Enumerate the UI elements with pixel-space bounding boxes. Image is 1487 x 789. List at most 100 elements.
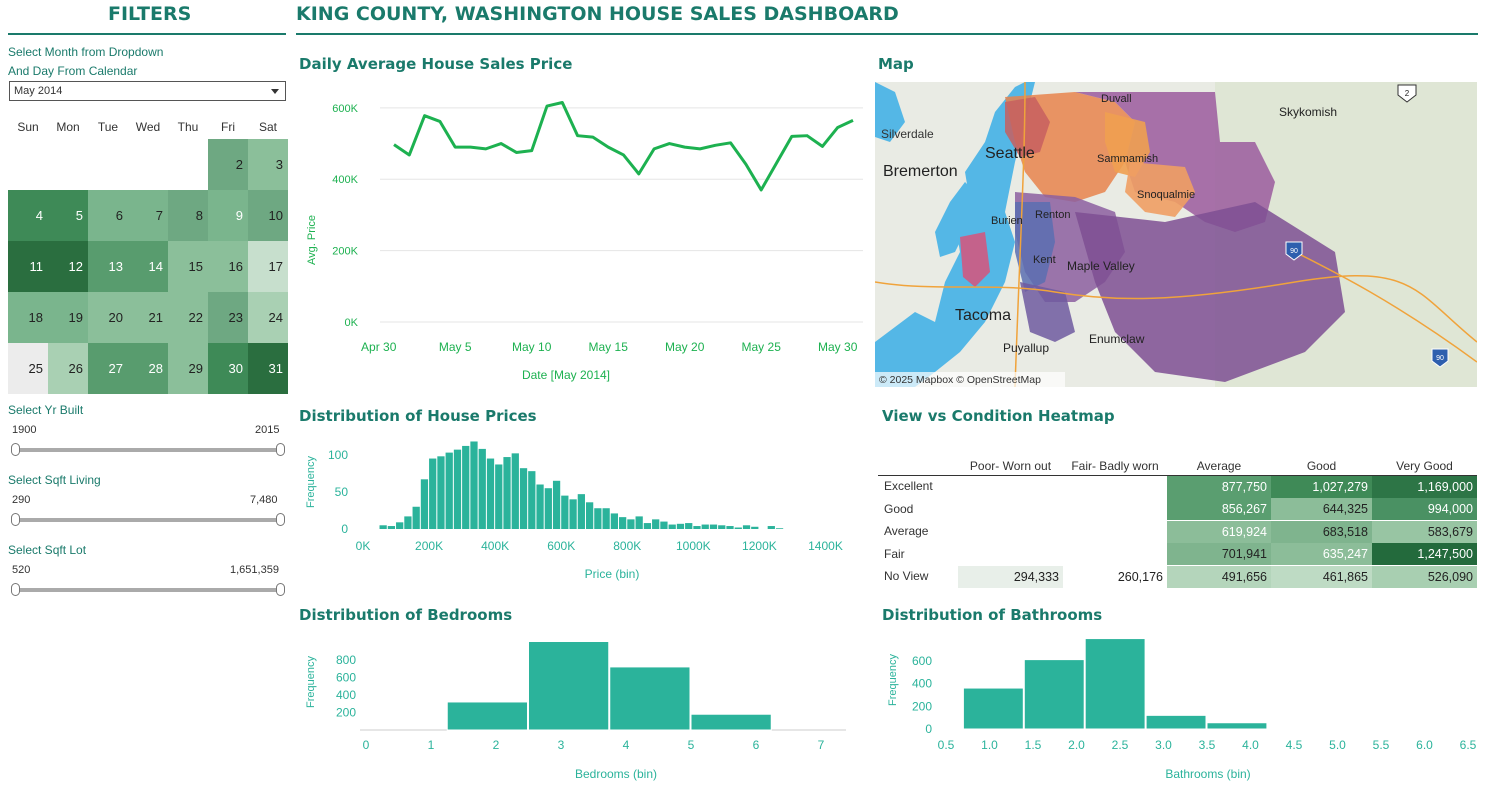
bathrooms-hist-bar[interactable]	[1084, 638, 1146, 730]
price-hist-bar[interactable]	[585, 502, 594, 529]
price-hist-bar[interactable]	[635, 516, 643, 529]
price-hist-bar[interactable]	[660, 521, 668, 529]
calendar-day[interactable]: 16	[208, 241, 248, 292]
bedrooms-hist-bar[interactable]	[528, 641, 610, 731]
price-hist-bar[interactable]	[420, 479, 429, 529]
calendar-day[interactable]: 31	[248, 343, 288, 394]
price-hist-bar[interactable]	[462, 445, 470, 529]
price-hist-bar[interactable]	[726, 526, 734, 529]
calendar-day[interactable]: 22	[168, 292, 208, 343]
calendar-day[interactable]: 19	[48, 292, 88, 343]
calendar-day[interactable]: 25	[8, 343, 48, 394]
sqft-lot-slider-track[interactable]	[14, 588, 282, 592]
calendar-day[interactable]: 15	[168, 241, 208, 292]
calendar-day[interactable]: 8	[168, 190, 208, 241]
calendar-day[interactable]: 26	[48, 343, 88, 394]
calendar-day[interactable]: 14	[128, 241, 168, 292]
price-hist-bar[interactable]	[643, 523, 652, 529]
heatmap-cell[interactable]: 994,000	[1372, 498, 1477, 520]
sqft-living-min-handle[interactable]	[11, 513, 20, 526]
yr-built-max-handle[interactable]	[276, 443, 285, 456]
calendar-day[interactable]: 7	[128, 190, 168, 241]
heatmap-cell[interactable]	[958, 543, 1063, 565]
price-hist-bar[interactable]	[594, 508, 602, 529]
price-histogram[interactable]: Frequency Price (bin) 100 50 0 0K 200K 400K 60…	[296, 430, 856, 585]
heatmap-cell[interactable]: 1,247,500	[1372, 543, 1477, 565]
calendar-day[interactable]: 29	[168, 343, 208, 394]
price-hist-bar[interactable]	[404, 516, 412, 529]
sqft-living-max-handle[interactable]	[276, 513, 285, 526]
bedrooms-histogram[interactable]: Frequency Bedrooms (bin) 800 600 400 200 0 1 2…	[296, 628, 856, 788]
price-hist-bar[interactable]	[693, 526, 701, 529]
heatmap-cell[interactable]: 491,656	[1167, 565, 1271, 588]
line-chart-series[interactable]	[393, 100, 854, 192]
price-hist-bar[interactable]	[519, 468, 528, 529]
map-view[interactable]: Silverdale Bremerton Seattle Burien Rent…	[875, 82, 1477, 387]
price-hist-bar[interactable]	[387, 526, 396, 529]
price-hist-bar[interactable]	[396, 522, 404, 529]
price-hist-bar[interactable]	[751, 526, 759, 529]
heatmap-cell[interactable]	[958, 475, 1063, 498]
calendar-day[interactable]: 30	[208, 343, 248, 394]
price-hist-bar[interactable]	[668, 524, 676, 529]
price-hist-bar[interactable]	[561, 495, 569, 529]
heatmap-cell[interactable]: 583,679	[1372, 520, 1477, 543]
heatmap-cell[interactable]	[1063, 543, 1167, 565]
calendar-day[interactable]: 27	[88, 343, 128, 394]
calendar-day[interactable]: 2	[208, 139, 248, 190]
heatmap-cell[interactable]	[1063, 520, 1167, 543]
calendar-day[interactable]: 12	[48, 241, 88, 292]
heatmap-cell[interactable]	[1063, 498, 1167, 520]
price-hist-bar[interactable]	[627, 519, 635, 529]
heatmap-cell[interactable]: 294,333	[958, 565, 1063, 588]
price-hist-bar[interactable]	[734, 527, 742, 529]
calendar-day[interactable]: 11	[8, 241, 48, 292]
price-hist-bar[interactable]	[552, 480, 561, 529]
price-hist-bar[interactable]	[676, 523, 685, 529]
calendar-day[interactable]: 13	[88, 241, 128, 292]
price-hist-bar[interactable]	[379, 525, 387, 529]
calendar-day[interactable]: 5	[48, 190, 88, 241]
price-hist-bar[interactable]	[470, 441, 478, 529]
sqft-living-slider-track[interactable]	[14, 518, 282, 522]
heatmap-cell[interactable]: 856,267	[1167, 498, 1271, 520]
heatmap-cell[interactable]: 635,247	[1271, 543, 1372, 565]
calendar-day[interactable]: 23	[208, 292, 248, 343]
price-hist-bar[interactable]	[429, 458, 437, 529]
calendar-day[interactable]: 6	[88, 190, 128, 241]
price-hist-bar[interactable]	[511, 453, 519, 529]
calendar-day[interactable]: 4	[8, 190, 48, 241]
heatmap-cell[interactable]: 526,090	[1372, 565, 1477, 588]
price-hist-bar[interactable]	[544, 488, 552, 529]
bathrooms-hist-bar[interactable]	[1145, 714, 1207, 730]
price-hist-bar[interactable]	[602, 508, 610, 529]
price-hist-bar[interactable]	[652, 519, 660, 529]
calendar-day[interactable]: 24	[248, 292, 288, 343]
price-hist-bar[interactable]	[437, 456, 445, 529]
month-dropdown[interactable]: May 2014	[9, 81, 286, 101]
price-hist-bar[interactable]	[528, 471, 536, 529]
heatmap-cell[interactable]: 461,865	[1271, 565, 1372, 588]
heatmap-cell[interactable]: 644,325	[1271, 498, 1372, 520]
calendar-day[interactable]: 20	[88, 292, 128, 343]
price-hist-bar[interactable]	[742, 525, 751, 529]
heatmap-cell[interactable]	[958, 498, 1063, 520]
bathrooms-hist-bar[interactable]	[1023, 659, 1085, 730]
map-attribution[interactable]: © 2025 Mapbox © OpenStreetMap	[879, 374, 1041, 386]
heatmap-cell[interactable]: 877,750	[1167, 475, 1271, 498]
price-hist-bar[interactable]	[718, 525, 726, 529]
bathrooms-hist-bar[interactable]	[962, 687, 1024, 730]
yr-built-slider-track[interactable]	[14, 448, 282, 452]
line-chart[interactable]: Avg. Price Date [May 2014] 600K 400K 200K 0…	[296, 80, 871, 390]
calendar-day[interactable]: 18	[8, 292, 48, 343]
price-hist-bar[interactable]	[610, 513, 619, 529]
heatmap-cell[interactable]: 701,941	[1167, 543, 1271, 565]
bedrooms-hist-bar[interactable]	[690, 713, 772, 731]
price-hist-bar[interactable]	[709, 524, 718, 529]
price-hist-bar[interactable]	[569, 499, 577, 529]
bedrooms-hist-bar[interactable]	[446, 701, 528, 731]
bathrooms-hist-bar[interactable]	[1267, 727, 1329, 730]
price-hist-bar[interactable]	[453, 449, 462, 529]
heatmap-cell[interactable]: 619,924	[1167, 520, 1271, 543]
price-hist-bar[interactable]	[775, 528, 784, 529]
